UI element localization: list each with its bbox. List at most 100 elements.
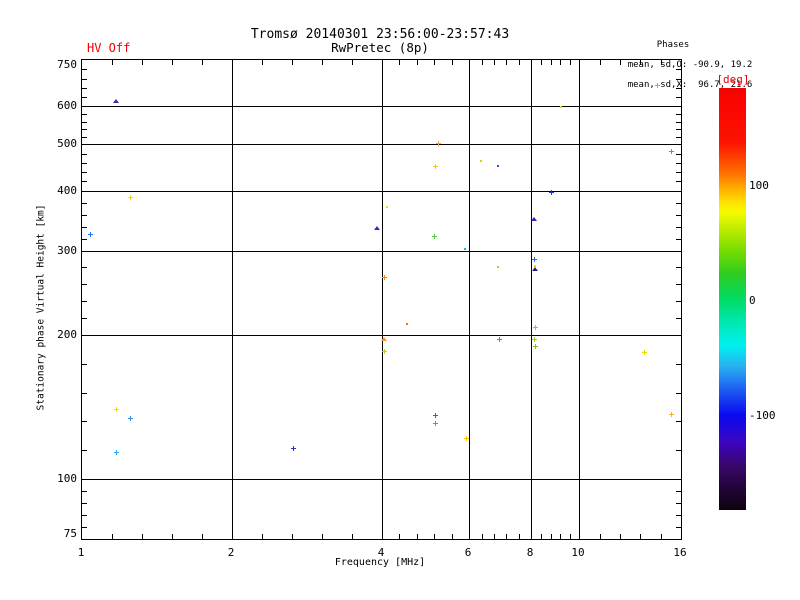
axis-tick [82,491,87,492]
data-point [374,226,380,230]
data-point [433,413,438,418]
marker-bar [384,349,385,354]
axis-tick [399,534,400,539]
data-point [642,350,647,355]
axis-tick [600,534,601,539]
axis-tick [676,450,681,451]
marker-bar [438,141,439,146]
axis-tick [676,491,681,492]
phases-summary: Phases mean, sd,O: -90.9, 19.2 mean, sd,… [606,20,753,100]
data-point [669,149,674,154]
axis-tick [82,129,87,130]
axis-tick [82,215,87,216]
data-point [128,195,133,200]
axis-tick [82,364,87,365]
marker-bar [499,337,500,342]
axis-tick [82,284,87,285]
axis-tick [112,534,113,539]
data-point [436,141,441,146]
axis-tick [620,60,621,65]
data-point [533,344,538,349]
axis-tick [676,79,681,80]
x-axis-title: Frequency [MHz] [334,557,426,568]
axis-tick [676,69,681,70]
marker-bar [534,257,535,262]
axis-tick [506,60,507,65]
data-point [114,407,119,412]
marker-bar [90,232,91,237]
y-tick-label: 200 [57,328,77,341]
marker-bar [293,446,294,451]
axis-tick [676,203,681,204]
gridline-x-6 [469,60,470,539]
data-point [497,337,502,342]
axis-tick [202,534,203,539]
axis-tick [541,60,542,65]
marker-bar [551,190,552,195]
gridline-y-200 [82,335,681,336]
data-point [114,450,119,455]
axis-tick [82,79,87,80]
axis-tick [417,60,418,65]
axis-tick [82,154,87,155]
x-tick-label: 1 [77,546,85,559]
axis-tick [82,88,87,89]
axis-tick [82,267,87,268]
axis-tick [676,154,681,155]
axis-tick [82,114,87,115]
data-point [497,165,499,167]
axis-tick [676,172,681,173]
y-tick-label: 400 [57,184,77,197]
x-tick-label: 2 [227,546,235,559]
gridline-y-300 [82,251,681,252]
marker-bar [644,350,645,355]
marker-bar [534,337,535,342]
data-point [381,337,387,341]
axis-tick [82,318,87,319]
data-point [533,325,538,330]
data-point [534,265,536,267]
axis-tick [494,60,495,65]
axis-tick [82,181,87,182]
y-axis-title: Stationary phase Virtual Height [km] [35,204,47,411]
data-point [480,160,482,162]
data-point [386,206,388,208]
gridline-x-10 [579,60,580,539]
axis-tick [494,534,495,539]
axis-tick [506,534,507,539]
axis-tick [82,69,87,70]
marker-bar [435,421,436,426]
axis-tick [82,450,87,451]
x-tick-label: 16 [673,546,687,559]
x-tick-label: 10 [571,546,585,559]
data-point [128,416,133,421]
axis-tick [640,60,641,65]
colorbar-tick-label: 100 [749,179,769,192]
marker-bar [657,83,658,88]
y-tick-label: 750 [57,58,77,71]
axis-tick [82,137,87,138]
axis-tick [541,534,542,539]
axis-tick [82,393,87,394]
axis-tick [551,60,552,65]
axis-tick [262,534,263,539]
axis-tick [676,318,681,319]
data-point [560,106,562,108]
plot-area [81,59,682,540]
colorbar-unit-label: [deg] [716,73,750,86]
data-point [382,349,387,354]
axis-tick [482,534,483,539]
gridline-y-600 [82,106,681,107]
axis-tick [322,60,323,65]
data-point [532,267,538,271]
axis-tick [676,503,681,504]
axis-tick [82,527,87,528]
gridline-y-500 [82,144,681,145]
phases-mean-o: mean, sd,O: -90.9, 19.2 [627,60,753,70]
data-point [655,83,660,88]
axis-tick [676,267,681,268]
axis-tick [676,163,681,164]
axis-tick [560,60,561,65]
axis-tick [482,60,483,65]
data-point [113,99,119,103]
